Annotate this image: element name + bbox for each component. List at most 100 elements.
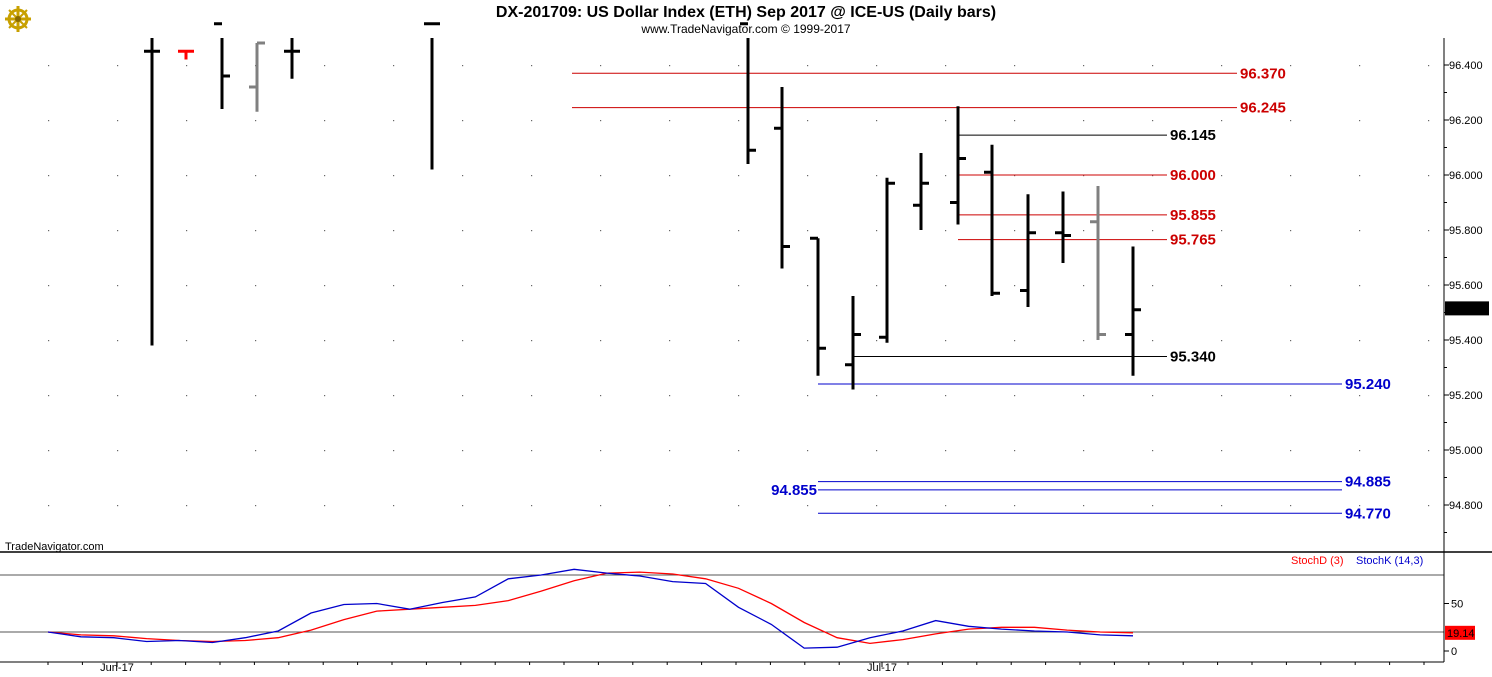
grid-dot	[186, 395, 188, 397]
grid-dot	[462, 65, 464, 67]
grid-dot	[255, 450, 257, 452]
grid-dot	[669, 450, 671, 452]
legend-stoch-d: StochD (3)	[1291, 555, 1344, 567]
grid-dot	[600, 340, 602, 342]
grid-dot	[1152, 450, 1154, 452]
stoch-series-line	[47, 571, 1134, 645]
grid-dot	[1290, 450, 1292, 452]
grid-dot	[1290, 175, 1292, 177]
grid-dot	[738, 450, 740, 452]
grid-dot	[1290, 65, 1292, 67]
grid-dot	[600, 230, 602, 232]
level-label: 95.765	[1170, 232, 1216, 249]
grid-dot	[324, 65, 326, 67]
grid-dot	[1290, 505, 1292, 507]
grid-dot	[1359, 230, 1361, 232]
grid-dot	[186, 340, 188, 342]
grid-dot	[117, 65, 119, 67]
grid-dot	[1428, 340, 1430, 342]
grid-dot	[1083, 395, 1085, 397]
stoch-last-box	[1445, 625, 1475, 640]
y-tick-label: 95.200	[1449, 390, 1483, 402]
grid-dot	[324, 120, 326, 122]
x-axis: Jun-17 Jul-17	[47, 662, 1425, 674]
grid-dot	[669, 120, 671, 122]
grid-dot	[1290, 120, 1292, 122]
grid-dot	[1359, 175, 1361, 177]
grid-dot	[186, 65, 188, 67]
grid-dot	[876, 230, 878, 232]
level-label: 96.245	[1240, 100, 1286, 117]
grid-dot	[324, 395, 326, 397]
grid-dot	[1014, 505, 1016, 507]
grid-dot	[1014, 230, 1016, 232]
grid-dot	[186, 285, 188, 287]
grid-dot	[1083, 285, 1085, 287]
grid-dot	[531, 175, 533, 177]
grid-dot	[1359, 340, 1361, 342]
grid-dot	[1428, 285, 1430, 287]
y-tick-label: 96.400	[1449, 60, 1483, 72]
grid-dot	[1290, 340, 1292, 342]
grid-dot	[117, 285, 119, 287]
level-label: 96.000	[1170, 167, 1216, 184]
price-bars	[144, 22, 1141, 390]
grid-dot	[324, 340, 326, 342]
grid-dot	[876, 285, 878, 287]
grid-dot	[1152, 230, 1154, 232]
grid-dot	[1359, 505, 1361, 507]
grid-dot	[117, 230, 119, 232]
grid-dot	[255, 230, 257, 232]
grid-dot	[1221, 230, 1223, 232]
grid-dot	[186, 120, 188, 122]
grid-dot	[1221, 340, 1223, 342]
grid-dot	[738, 395, 740, 397]
grid-dot	[117, 120, 119, 122]
grid-dot	[1221, 120, 1223, 122]
grid-dot	[462, 505, 464, 507]
grid-dot	[1152, 505, 1154, 507]
grid-dot	[1152, 395, 1154, 397]
grid-dot	[669, 505, 671, 507]
grid-dot	[945, 120, 947, 122]
grid-dot	[462, 450, 464, 452]
level-label: 95.855	[1170, 207, 1216, 224]
grid-dot	[738, 120, 740, 122]
grid-dot	[807, 450, 809, 452]
grid-dot	[531, 120, 533, 122]
grid-dot	[255, 175, 257, 177]
grid-dot	[255, 120, 257, 122]
legend-stoch-k: StochK (14,3)	[1356, 555, 1423, 567]
grid-dot	[807, 65, 809, 67]
grid-dot	[876, 505, 878, 507]
grid-dot	[876, 395, 878, 397]
grid-dot	[1428, 65, 1430, 67]
last-price-label: 95.515	[1447, 303, 1481, 315]
grid-dot	[462, 120, 464, 122]
grid-dot	[600, 395, 602, 397]
grid-dot	[462, 230, 464, 232]
price-panel	[0, 38, 1444, 550]
grid-dot	[1221, 175, 1223, 177]
grid-dot	[1083, 450, 1085, 452]
grid-dot	[600, 505, 602, 507]
grid-dot	[1221, 395, 1223, 397]
grid-dot	[1359, 65, 1361, 67]
grid-dot	[48, 65, 50, 67]
grid-dot	[945, 450, 947, 452]
grid-dot	[876, 120, 878, 122]
grid-dot	[600, 65, 602, 67]
grid-dot	[324, 285, 326, 287]
grid-dot	[48, 230, 50, 232]
grid-dot	[738, 285, 740, 287]
grid-dot	[945, 395, 947, 397]
grid-dot	[531, 230, 533, 232]
grid-dot	[807, 340, 809, 342]
grid-dot	[738, 230, 740, 232]
grid-dot	[48, 175, 50, 177]
stoch-y-tick-label: 50	[1451, 599, 1463, 611]
grid-dot	[1428, 450, 1430, 452]
grid-dot	[1428, 230, 1430, 232]
y-tick-label: 95.600	[1449, 280, 1483, 292]
